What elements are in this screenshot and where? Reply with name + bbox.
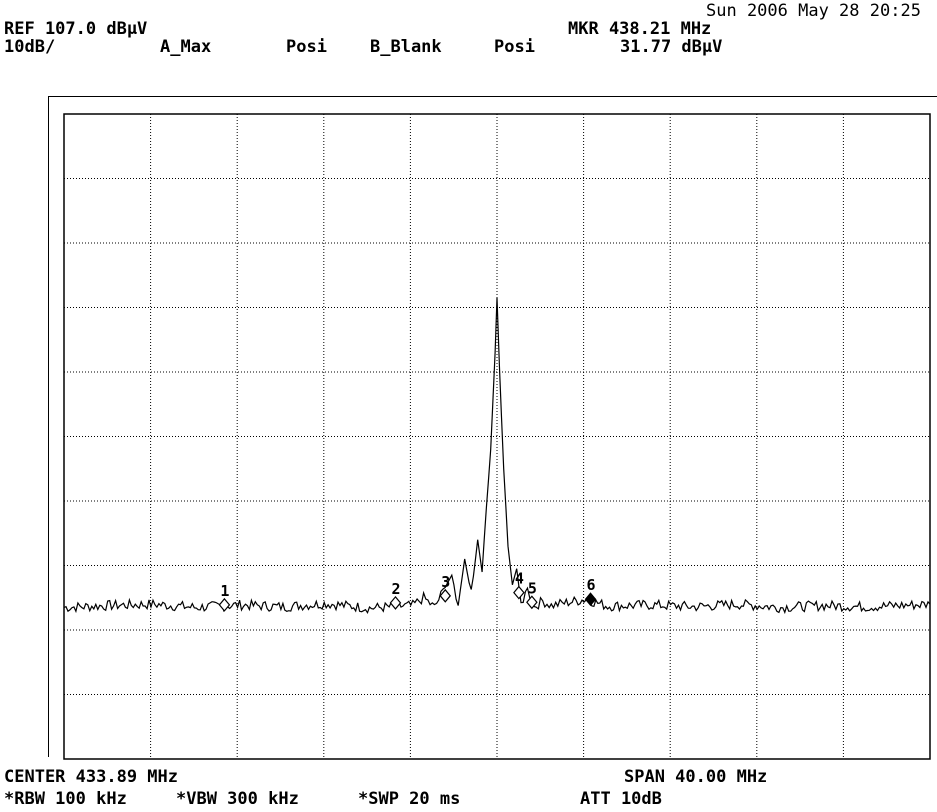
marker-5-label: 5 [528, 579, 537, 597]
graticule [64, 114, 930, 759]
marker-group: 1 2 3 45 6 [218, 570, 597, 612]
marker-6-diamond [584, 592, 597, 607]
sweep-label: *SWP 20 ms [358, 789, 461, 809]
trace-b-mode-label: B_Blank [370, 37, 442, 57]
trace-a-detector-label: Posi [286, 37, 327, 57]
marker-3-diamond [439, 588, 452, 603]
marker-1-diamond [218, 597, 231, 612]
trace-a-line [63, 297, 931, 615]
reference-level-label: REF 107.0 dBµV [4, 19, 148, 39]
marker-level-label: 31.77 dBµV [620, 37, 723, 57]
marker-3-label: 3 [441, 573, 450, 591]
trace-b-detector-label: Posi [494, 37, 535, 57]
trace-a-mode-label: A_Max [160, 37, 212, 57]
vbw-label: *VBW 300 kHz [176, 789, 299, 809]
marker-2-label: 2 [391, 580, 400, 598]
marker-5-diamond [526, 595, 538, 610]
scale-label: 10dB/ [4, 37, 56, 57]
marker-2-diamond [389, 595, 402, 610]
plot-border [63, 113, 931, 760]
marker-4-label: 4 [515, 570, 524, 588]
span-label: SPAN 40.00 MHz [624, 767, 768, 787]
marker-1-label: 1 [220, 582, 229, 600]
marker-6-label: 6 [587, 576, 596, 594]
datetime-label: Sun 2006 May 28 20:25 [706, 1, 921, 21]
attenuation-label: ATT 10dB [580, 789, 662, 809]
center-frequency-label: CENTER 433.89 MHz [4, 767, 178, 787]
marker-4-diamond [513, 585, 525, 600]
display-frame [48, 96, 937, 757]
marker-frequency-label: MKR 438.21 MHz [568, 19, 712, 39]
rbw-label: *RBW 100 kHz [4, 789, 127, 809]
